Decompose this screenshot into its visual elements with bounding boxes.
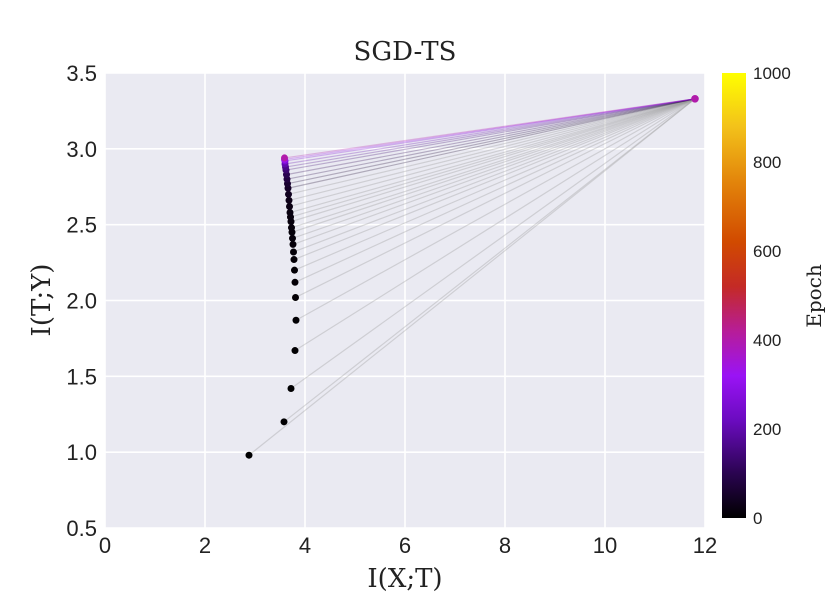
connector-line xyxy=(284,98,696,161)
first-layer-point xyxy=(291,278,299,286)
x-tick-label: 4 xyxy=(299,533,311,558)
connector-line xyxy=(285,98,696,168)
connector-lines xyxy=(248,98,696,456)
x-axis-label: I(X;T) xyxy=(367,564,442,593)
connector-line xyxy=(289,98,696,214)
first-layer-point xyxy=(288,224,295,232)
connector-line xyxy=(284,98,696,159)
first-layer-point xyxy=(289,234,296,242)
connector-line xyxy=(293,98,696,253)
x-tick-labels: 0 2 4 6 8 10 12 xyxy=(99,533,717,558)
colorbar-label: Epoch xyxy=(802,264,826,328)
data-points xyxy=(245,94,699,459)
y-tick-label: 3.0 xyxy=(66,137,97,162)
connector-line xyxy=(285,98,696,171)
first-layer-point xyxy=(290,256,298,264)
first-layer-point xyxy=(280,418,288,426)
first-layer-point xyxy=(289,240,297,248)
y-axis-label: I(T;Y) xyxy=(27,264,57,337)
first-layer-point xyxy=(286,209,294,217)
connector-line xyxy=(295,98,696,299)
first-layer-point xyxy=(287,384,295,392)
first-layer-point xyxy=(292,316,300,324)
y-tick-labels: 0.5 1.0 1.5 2.0 2.5 3.0 3.5 xyxy=(66,61,97,541)
first-layer-point xyxy=(291,347,299,355)
x-tick-label: 12 xyxy=(693,533,717,558)
connector-line xyxy=(284,98,696,162)
connector-line xyxy=(291,98,696,233)
connector-line xyxy=(287,98,696,185)
first-layer-point xyxy=(291,266,298,274)
connector-line xyxy=(288,98,696,201)
connector-line xyxy=(292,98,696,239)
connector-line xyxy=(284,98,696,165)
y-tick-label: 2.0 xyxy=(66,289,97,314)
colorbar-tick-label: 800 xyxy=(753,153,781,172)
second-layer-point xyxy=(691,94,699,103)
x-tick-label: 6 xyxy=(399,533,411,558)
connector-line xyxy=(290,98,696,223)
x-tick-label: 0 xyxy=(99,533,111,558)
connector-line xyxy=(294,98,696,271)
connector-line xyxy=(283,98,696,423)
first-layer-point xyxy=(285,190,292,198)
connector-line xyxy=(290,98,696,389)
first-layer-point xyxy=(292,293,299,301)
y-tick-label: 1.0 xyxy=(66,440,97,465)
connector-line xyxy=(292,98,696,245)
connector-line xyxy=(287,98,696,189)
grid xyxy=(104,72,706,529)
x-tick-label: 8 xyxy=(499,533,511,558)
x-tick-label: 10 xyxy=(593,533,617,558)
colorbar-tick-label: 200 xyxy=(753,420,781,439)
connector-line xyxy=(290,98,696,218)
connector-line xyxy=(295,98,696,321)
colorbar-tick-label: 0 xyxy=(753,509,762,528)
colorbar xyxy=(722,73,746,518)
x-tick-label: 2 xyxy=(199,533,211,558)
connector-line xyxy=(294,98,696,352)
connector-line xyxy=(291,98,696,229)
connector-line xyxy=(248,98,696,456)
chart-title: SGD-TS xyxy=(354,37,457,67)
y-tick-label: 1.5 xyxy=(66,364,97,389)
y-tick-label: 2.5 xyxy=(66,213,97,238)
connector-line xyxy=(286,98,696,176)
colorbar-tick-labels: 0 200 400 600 800 1000 xyxy=(753,64,791,528)
first-layer-point xyxy=(245,451,253,459)
colorbar-tick-label: 600 xyxy=(753,242,781,261)
y-tick-label: 0.5 xyxy=(66,516,97,541)
y-tick-label: 3.5 xyxy=(66,61,97,86)
connector-line xyxy=(289,98,696,208)
connector-line xyxy=(288,98,696,195)
colorbar-tick-label: 1000 xyxy=(753,64,791,83)
colorbar-tick-label: 400 xyxy=(753,331,781,350)
first-layer-point xyxy=(285,196,293,204)
first-layer-point xyxy=(281,154,288,162)
first-layer-point xyxy=(290,248,297,256)
first-layer-point xyxy=(286,202,293,210)
connector-line xyxy=(294,98,696,283)
connector-line xyxy=(286,98,696,180)
connector-line xyxy=(293,98,696,261)
